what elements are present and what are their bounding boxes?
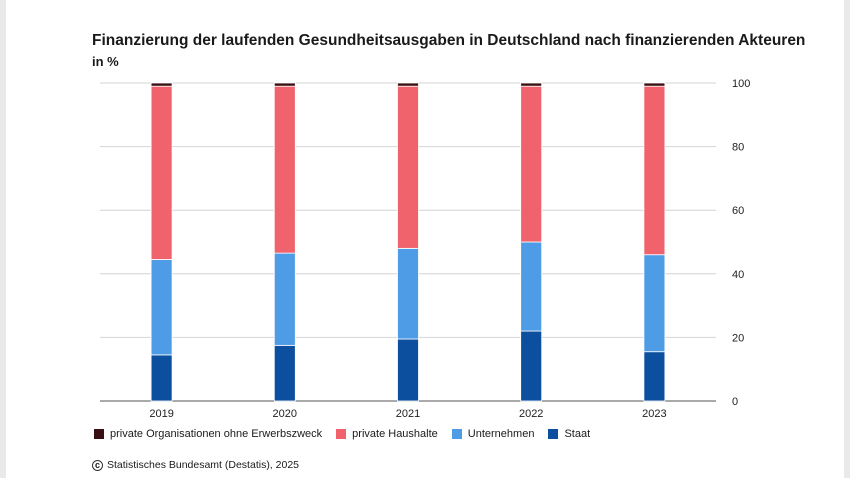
legend-item: private Haushalte <box>336 428 438 440</box>
bar-segment <box>273 82 296 87</box>
bar-segment <box>273 252 296 346</box>
chart-subtitle: in % <box>92 54 119 69</box>
y-tick-label: 80 <box>732 142 744 154</box>
bar-segment <box>520 85 543 243</box>
bar-segment <box>397 85 419 249</box>
legend-swatch <box>451 429 462 439</box>
bar-segment <box>643 82 666 87</box>
bar-segment <box>397 247 419 340</box>
x-tick-label: 2022 <box>519 408 543 420</box>
bar-segment <box>520 330 543 402</box>
y-tick-label: 0 <box>732 396 738 408</box>
bar-segment <box>150 259 173 356</box>
legend-swatch <box>548 429 559 439</box>
bar-segment <box>643 85 666 256</box>
x-tick-label: 2023 <box>642 408 666 420</box>
legend-swatch <box>94 429 104 439</box>
bar-segment <box>643 254 666 353</box>
bar-segment <box>150 354 173 402</box>
legend-label: private Organisationen ohne Erwerbszweck <box>110 428 323 440</box>
y-tick-label: 20 <box>732 332 744 344</box>
source-text: Statistisches Bundesamt (Destatis), 2025 <box>107 459 300 471</box>
legend-item: Unternehmen <box>451 428 535 440</box>
y-tick-label: 100 <box>732 78 750 90</box>
source-credit: c Statistisches Bundesamt (Destatis), 20… <box>92 459 299 471</box>
left-edge-border <box>0 0 6 478</box>
chart-legend: private Organisationen ohne Erwerbszweck… <box>94 428 590 440</box>
x-tick-label: 2019 <box>149 408 173 420</box>
bar-segment <box>273 344 296 402</box>
legend-label: Staat <box>564 428 591 440</box>
bar-segment <box>520 82 543 87</box>
cc-icon: c <box>92 459 103 471</box>
legend-label: Unternehmen <box>467 428 535 440</box>
bar-segment <box>150 82 173 87</box>
y-tick-label: 40 <box>732 269 744 281</box>
legend-label: private Haushalte <box>352 428 438 440</box>
legend-item: Staat <box>548 428 590 440</box>
bar-segment <box>520 241 543 332</box>
legend-item: private Organisationen ohne Erwerbszweck <box>94 428 322 440</box>
bar-segment <box>397 338 419 402</box>
legend-swatch <box>336 429 347 439</box>
x-tick-label: 2021 <box>396 408 420 420</box>
x-tick-label: 2020 <box>273 408 297 420</box>
chart-title: Finanzierung der laufenden Gesundheitsau… <box>92 32 806 49</box>
bar-segment <box>273 85 296 254</box>
y-tick-label: 60 <box>732 205 744 217</box>
right-edge-border <box>844 0 850 478</box>
bar-segment <box>643 351 666 402</box>
bar-segment <box>150 85 173 260</box>
bar-segment <box>397 82 419 87</box>
